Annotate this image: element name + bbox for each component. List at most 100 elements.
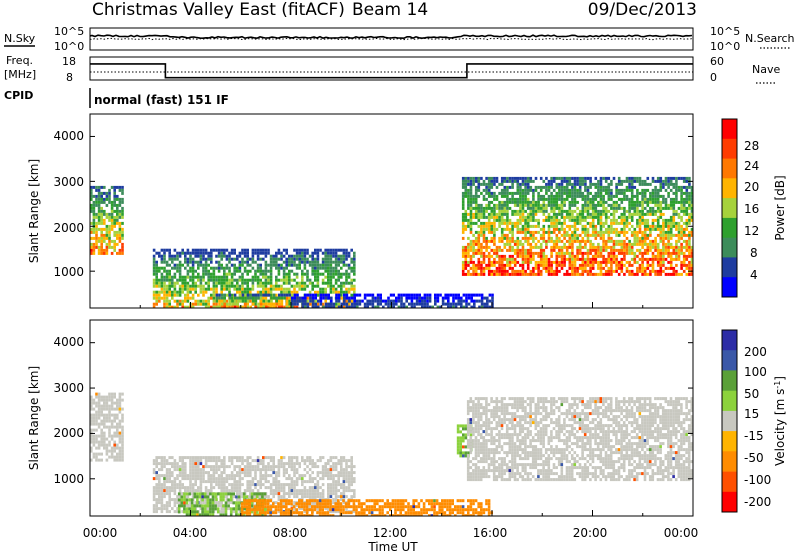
power-cell xyxy=(347,263,351,267)
power-cell xyxy=(314,257,317,261)
power-cell xyxy=(105,212,109,216)
velocity-cell xyxy=(155,510,158,514)
power-cell xyxy=(532,266,535,270)
power-cell xyxy=(469,257,473,261)
power-cell xyxy=(576,269,579,273)
power-cell xyxy=(110,209,114,213)
power-cell xyxy=(550,206,553,210)
power-cell xyxy=(550,239,553,243)
power-cell xyxy=(118,251,122,255)
power-cell xyxy=(319,302,323,306)
power-cell xyxy=(558,230,561,234)
power-cell xyxy=(542,197,546,201)
power-cell xyxy=(298,299,302,303)
power-cell xyxy=(256,281,260,285)
power-cell xyxy=(171,275,174,279)
power-cell xyxy=(262,284,265,288)
power-cell xyxy=(215,290,218,294)
velocity-cell xyxy=(285,492,288,496)
power-cell xyxy=(503,221,507,225)
power-cell xyxy=(319,272,322,276)
power-cell xyxy=(620,227,624,231)
power-cell xyxy=(158,290,161,294)
power-panel: Slant Range [km] 4000 3000 2000 1000 xyxy=(27,113,694,309)
power-cell xyxy=(366,293,369,297)
velocity-cell xyxy=(259,468,262,472)
power-cell xyxy=(532,179,535,183)
velocity-cell xyxy=(308,492,312,496)
power-cell xyxy=(573,218,577,222)
power-cell xyxy=(495,254,499,258)
power-cell xyxy=(332,302,336,306)
power-cell xyxy=(558,221,561,225)
power-cell xyxy=(524,224,527,228)
power-cell xyxy=(651,197,655,201)
velocity-cell xyxy=(262,465,265,469)
power-cell xyxy=(654,194,657,198)
power-cell xyxy=(482,269,486,273)
power-cell xyxy=(656,254,660,258)
power-cell xyxy=(436,296,440,300)
power-cell xyxy=(477,218,481,222)
power-cell xyxy=(316,275,320,279)
power-cell xyxy=(477,206,481,210)
power-cell xyxy=(641,203,644,207)
power-cell xyxy=(534,218,538,222)
velocity-cell xyxy=(118,434,122,438)
power-cell xyxy=(95,215,98,219)
velocity-cell xyxy=(165,459,169,463)
power-cell xyxy=(277,269,281,273)
power-cell xyxy=(342,272,346,276)
power-cell xyxy=(487,221,491,225)
power-cell xyxy=(604,221,608,225)
power-cell xyxy=(490,248,494,252)
power-cell xyxy=(555,185,559,189)
power-cell xyxy=(584,266,587,270)
power-cell xyxy=(264,263,268,267)
velocity-cell xyxy=(118,452,122,456)
power-cell xyxy=(334,260,338,264)
velocity-cell xyxy=(160,465,164,469)
power-cell xyxy=(550,221,553,225)
velocity-cell xyxy=(158,501,161,505)
power-cell xyxy=(277,302,281,306)
velocity-heatmap xyxy=(90,392,693,516)
power-cell xyxy=(340,296,343,300)
power-cell xyxy=(599,221,603,225)
power-cell xyxy=(617,182,621,186)
power-cell xyxy=(542,227,546,231)
power-cell xyxy=(100,209,103,213)
power-cell xyxy=(97,239,101,243)
power-cell xyxy=(610,218,613,222)
power-cell xyxy=(508,245,512,249)
power-cell xyxy=(197,302,200,306)
power-cell xyxy=(581,206,585,210)
power-cell xyxy=(293,284,296,288)
power-cell xyxy=(243,281,247,285)
power-cell xyxy=(584,269,587,273)
power-cell xyxy=(295,254,299,258)
power-cell xyxy=(550,236,553,240)
power-cell xyxy=(350,278,353,282)
velocity-cell xyxy=(298,507,301,511)
power-cell xyxy=(423,293,427,297)
power-cell xyxy=(327,272,330,276)
power-cell xyxy=(690,245,693,249)
velocity-cell xyxy=(97,410,101,414)
power-cell xyxy=(254,296,258,300)
power-cell xyxy=(491,299,494,303)
power-cell xyxy=(643,239,647,243)
power-cell xyxy=(342,257,346,261)
power-cell xyxy=(285,251,288,255)
power-cell xyxy=(617,239,621,243)
power-cell xyxy=(477,209,481,213)
velocity-cell xyxy=(314,495,317,499)
power-cell xyxy=(303,260,307,264)
power-cell xyxy=(649,209,652,213)
power-cell xyxy=(568,218,572,222)
power-cell xyxy=(602,239,605,243)
power-cell xyxy=(565,251,569,255)
power-cell xyxy=(332,287,335,291)
velocity-cell xyxy=(105,398,109,402)
power-cell xyxy=(249,269,252,273)
